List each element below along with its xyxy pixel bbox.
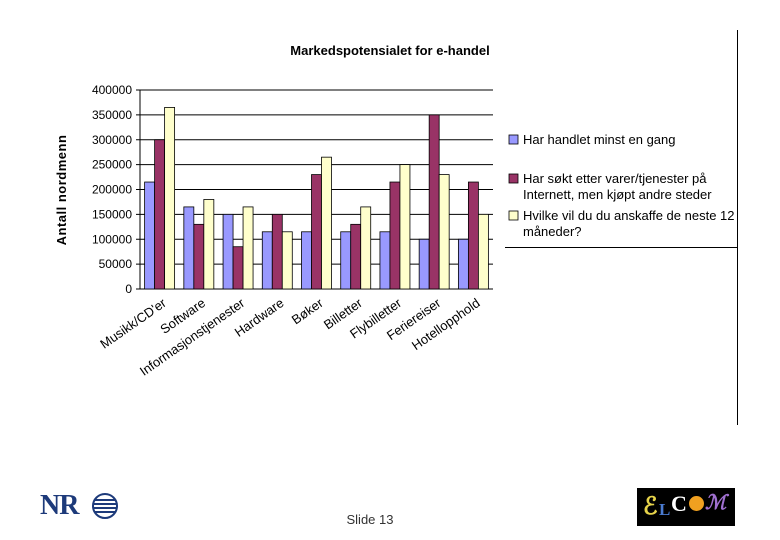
bar — [301, 231, 312, 290]
legend-label: Har søkt etter varer/tjenester på Interne… — [523, 171, 712, 202]
y-tick-label: 400000 — [92, 83, 132, 97]
chart-title: Markedspotensialet for e-handel — [290, 43, 489, 58]
bar — [428, 114, 440, 290]
bar — [203, 199, 215, 290]
bar — [281, 231, 293, 290]
bar — [164, 107, 176, 290]
legend-swatch — [508, 210, 519, 221]
bar — [261, 231, 273, 290]
bar — [477, 213, 489, 290]
bar — [321, 156, 332, 290]
bar — [193, 223, 205, 290]
y-tick-label: 200000 — [92, 183, 132, 197]
bar — [467, 181, 479, 290]
bar — [350, 223, 362, 290]
y-tick-label: 350000 — [92, 108, 132, 122]
bar — [311, 174, 322, 290]
bar — [389, 181, 401, 290]
nr-logo-text: NR — [40, 490, 79, 521]
bar — [399, 164, 411, 290]
bar — [340, 231, 352, 290]
bar — [242, 206, 254, 290]
legend-label: Har handlet minst en gang — [523, 132, 675, 147]
globe-icon — [92, 493, 118, 519]
bar — [222, 213, 234, 290]
legend-label: Hvilke vil du du anskaffe de neste 12 mån… — [523, 208, 735, 239]
bar — [154, 139, 166, 290]
bar — [183, 206, 195, 290]
bar — [457, 238, 469, 290]
slide-number: Slide 13 — [346, 512, 394, 527]
legend-separator — [505, 247, 737, 248]
y-tick-label: 50000 — [99, 257, 133, 271]
nr-logo: NR — [40, 490, 120, 522]
plot-area: 0 50000 100000 150000 200000 250000 300000 3500… — [92, 83, 493, 379]
bar — [418, 238, 430, 290]
bar — [379, 231, 391, 290]
y-tick-label: 300000 — [92, 133, 132, 147]
y-tick-label: 250000 — [92, 158, 132, 172]
slide-divider-line — [737, 30, 738, 425]
legend-swatch — [508, 134, 519, 145]
y-axis-label: Antall nordmenn — [54, 135, 69, 246]
x-tick-label: Bøker — [289, 295, 327, 328]
y-tick-label: 0 — [125, 282, 132, 296]
y-tick-label: 150000 — [92, 207, 132, 221]
bar — [232, 246, 244, 290]
bar — [360, 206, 372, 290]
legend-swatch — [508, 173, 519, 184]
legend: Har handlet minst en gang Har søkt etter … — [508, 132, 735, 239]
y-tick-label: 100000 — [92, 232, 132, 246]
bar — [271, 213, 283, 290]
bar — [438, 174, 450, 290]
elcom-logo: ℰ L C ℳ — [637, 488, 735, 526]
bar — [144, 181, 156, 290]
x-tick-label: Hotellopphold — [409, 295, 483, 353]
